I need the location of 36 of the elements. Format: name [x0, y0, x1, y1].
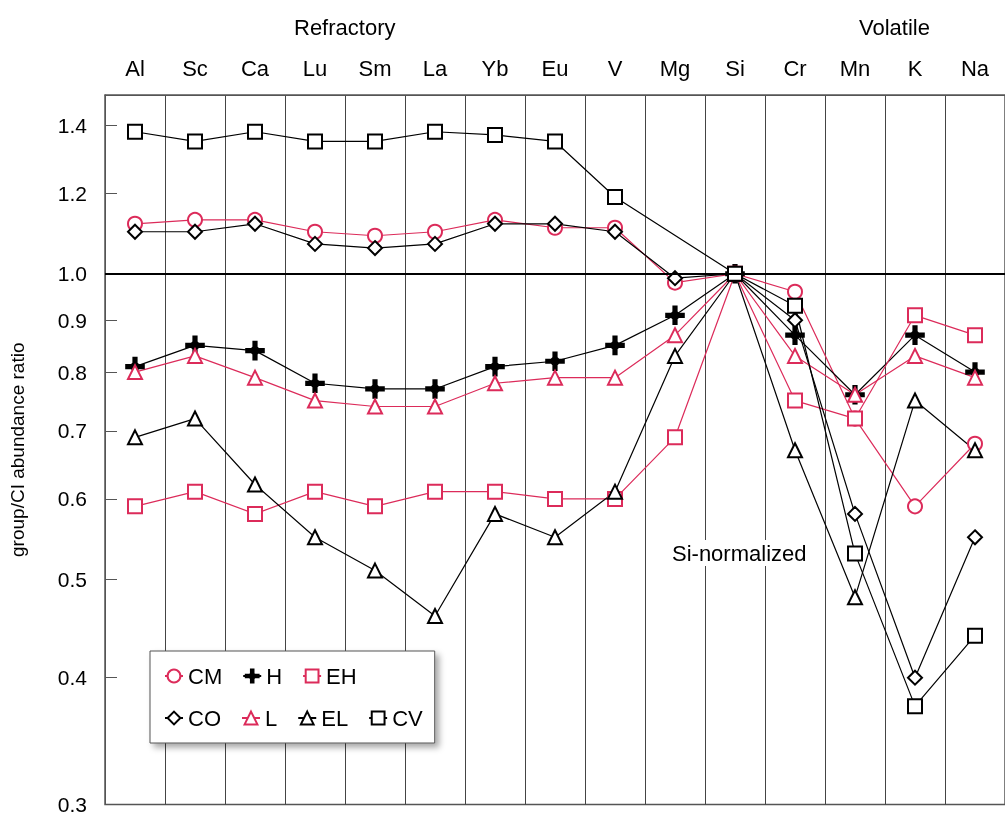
y-tick-label: 0.8	[57, 360, 87, 384]
y-tick-label: 0.6	[57, 487, 87, 511]
y-axis-title: group/CI abundance ratio	[7, 342, 28, 557]
x-tick-label: Na	[960, 55, 990, 81]
x-tick-label: K	[907, 55, 923, 81]
x-tick-label: Al	[125, 55, 145, 81]
x-tick-label: Mg	[659, 55, 691, 81]
x-tick-label: Lu	[302, 55, 328, 81]
y-tick-label: 1.0	[57, 262, 87, 286]
x-tick-label: Ca	[240, 55, 270, 81]
y-tick-label: 0.4	[57, 666, 88, 690]
y-tick-label: 1.2	[57, 181, 87, 205]
annotation: Si-normalized	[672, 540, 807, 566]
legend-label: CO	[188, 705, 221, 731]
text: Volatile	[859, 14, 930, 40]
x-tick-label: La	[422, 55, 448, 81]
legend-label: EL	[321, 705, 349, 731]
legend-label: CM	[188, 663, 223, 689]
y-tick-label: 0.3	[57, 793, 87, 815]
x-tick-label: Yb	[481, 55, 509, 81]
legend-label: L	[265, 705, 278, 731]
y-tick-label: 0.7	[57, 419, 87, 443]
x-tick-label: Si	[725, 55, 745, 81]
legend-label: CV	[392, 705, 424, 731]
x-tick-label: Mn	[839, 55, 871, 81]
y-tick-label: 0.5	[57, 567, 87, 591]
x-tick-label: Cr	[783, 55, 807, 81]
y-tick-label: 0.9	[57, 308, 87, 332]
x-tick-label: Eu	[541, 55, 569, 81]
text: Refractory	[294, 14, 396, 40]
legend-label: EH	[326, 663, 357, 689]
legend-label: H	[266, 663, 283, 689]
x-tick-label: V	[607, 55, 623, 81]
y-tick-label: 1.4	[57, 113, 88, 137]
x-tick-label: Sc	[182, 55, 208, 81]
x-tick-label: Sm	[358, 55, 392, 81]
